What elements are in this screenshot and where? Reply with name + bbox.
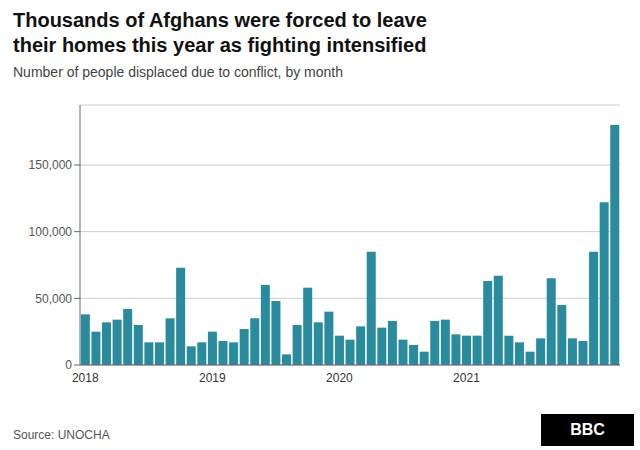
svg-text:50,000: 50,000 bbox=[35, 292, 72, 306]
svg-text:2021: 2021 bbox=[453, 371, 480, 385]
svg-text:2020: 2020 bbox=[326, 371, 353, 385]
svg-text:2019: 2019 bbox=[199, 371, 226, 385]
svg-text:0: 0 bbox=[65, 358, 72, 372]
html-text:Source: UNOCHA: Source: UNOCHA bbox=[13, 428, 110, 442]
svg-text:150,000: 150,000 bbox=[29, 158, 73, 172]
svg-text:100,000: 100,000 bbox=[29, 225, 73, 239]
html-text:Number of people displaced due: Number of people displaced due to confli… bbox=[13, 64, 343, 80]
html-text:their homes this year as fight: their homes this year as fighting intens… bbox=[13, 34, 427, 56]
html-text:Thousands of Afghans were forc: Thousands of Afghans were forced to leav… bbox=[13, 9, 427, 31]
html-text:BBC: BBC bbox=[570, 421, 605, 438]
svg-text:2018: 2018 bbox=[72, 371, 99, 385]
